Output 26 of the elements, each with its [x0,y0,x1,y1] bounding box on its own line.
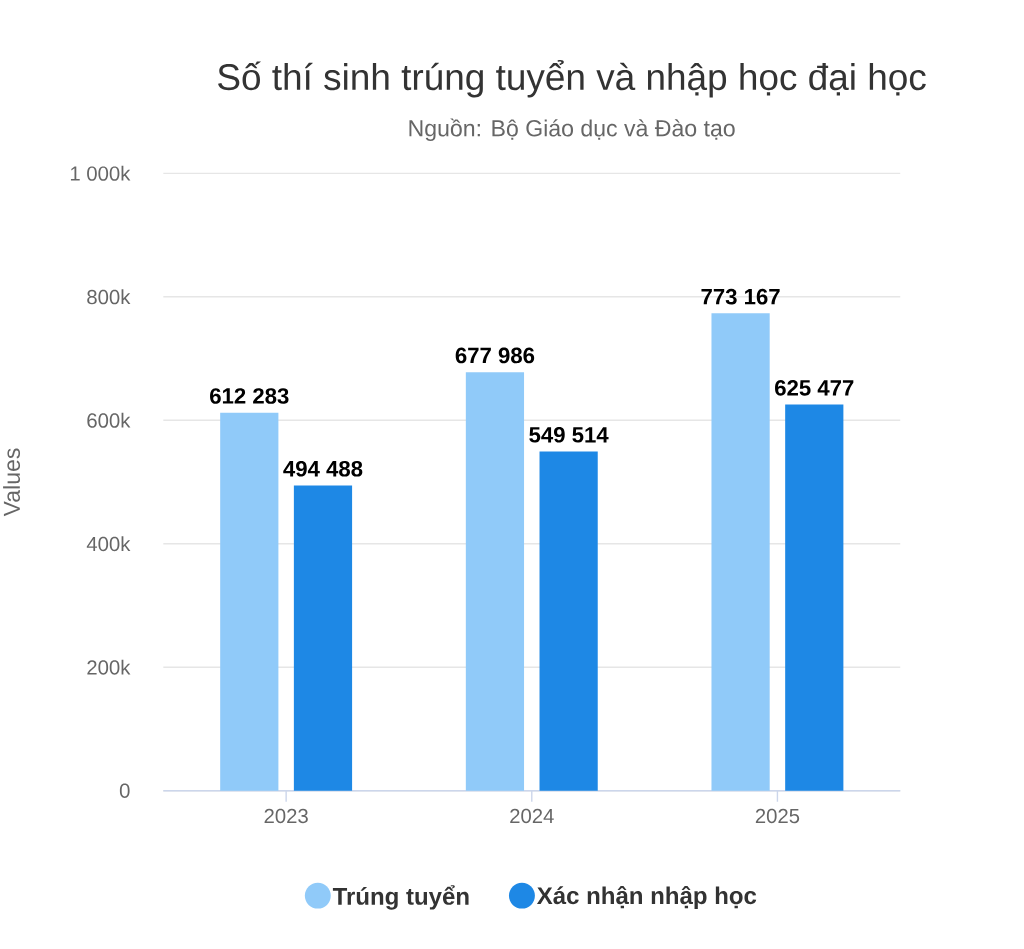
y-tick-label: 200k [87,659,131,675]
data-label: 625 477 [775,379,854,396]
bar [465,372,525,791]
y-tick-label: 0 [119,783,130,798]
x-tick-label: 2024 [510,808,554,824]
y-tick-label: 1 000k [70,165,131,181]
data-label: 677 986 [455,347,535,364]
data-label: 549 514 [529,426,609,443]
data-label: 494 488 [283,460,363,477]
chart-title: Số thí sinh trúng tuyển và nhập học đại học [218,59,926,98]
y-tick-label: 400k [86,536,131,552]
data-label: 612 283 [210,388,289,404]
x-tick-label: 2023 [264,808,308,824]
y-tick-label: 800k [87,289,131,305]
x-tick-label: 2025 [755,808,800,824]
bar [293,485,353,791]
bar [539,451,598,791]
bar [220,412,279,791]
legend-label: Xác nhận nhập học [536,885,757,909]
y-axis-title: Values [3,448,21,517]
y-tick-label: 600k [87,412,131,428]
legend-label: Trúng tuyển [332,885,469,910]
chart-subtitle: Nguồn: Bộ Giáo dục và Đào tạo [409,118,735,141]
data-label: 773 167 [701,288,780,305]
bar [711,313,770,791]
bar [785,404,844,791]
